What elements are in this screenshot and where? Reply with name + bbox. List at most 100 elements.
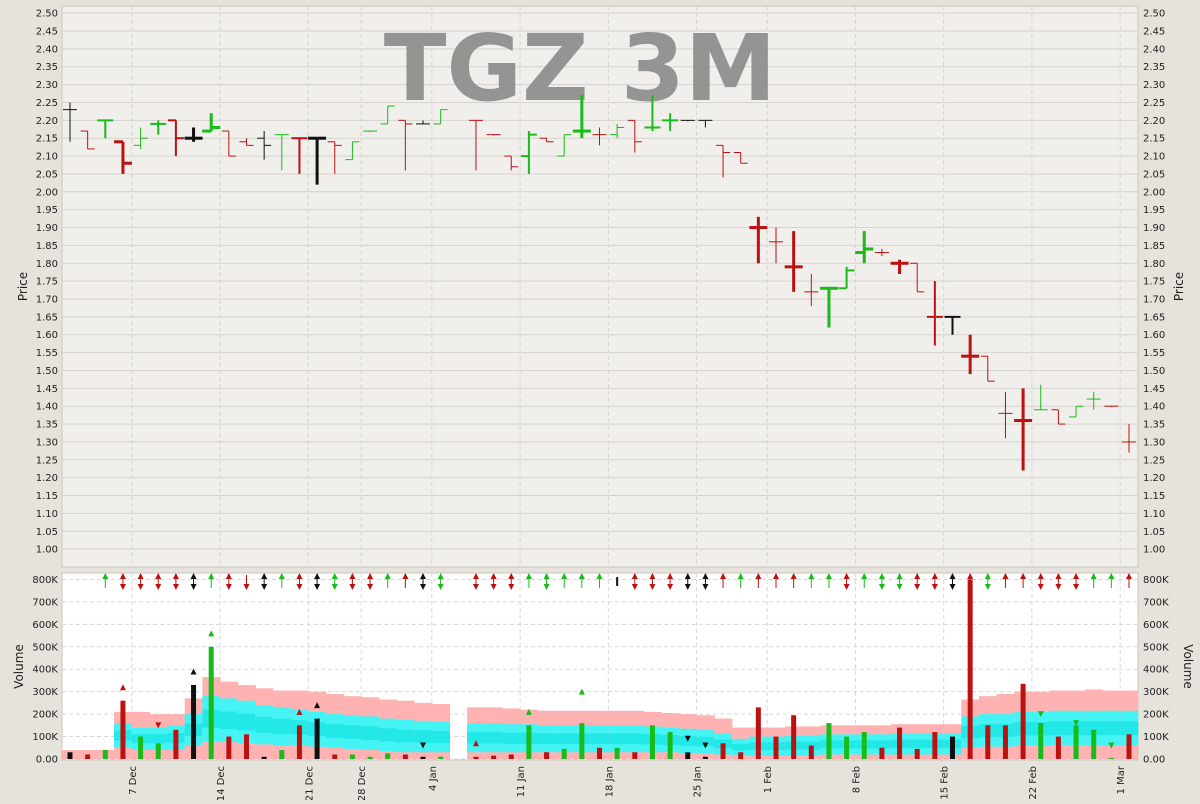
price-tick-left: 2.00 (36, 187, 58, 198)
price-tick-left: 2.30 (36, 80, 58, 91)
signal-down-arrow (261, 584, 268, 590)
volume-bar (473, 756, 479, 759)
price-tick-right: 1.70 (1143, 295, 1165, 306)
signal-up-arrow (1037, 573, 1044, 579)
price-axis-title-right: Price (1172, 272, 1186, 301)
signal-up-arrow (931, 573, 938, 579)
price-tick-left: 1.55 (36, 348, 58, 359)
volume-down-marker (702, 742, 709, 749)
volume-tick-left: 100K (32, 732, 58, 743)
volume-band-core (237, 713, 256, 731)
price-axis: 1.00 1.00 1.05 1.05 1.10 1.10 1.15 1.15 1.20 1.20… (36, 9, 1166, 556)
volume-bar (791, 715, 797, 759)
signal-up-arrow (420, 573, 426, 579)
signal-down-arrow (649, 584, 656, 590)
price-tick-left: 1.70 (36, 295, 58, 306)
volume-band-core (555, 733, 574, 745)
volume-bar (755, 707, 761, 759)
signal-down-arrow (508, 584, 515, 590)
volume-up-marker (119, 684, 126, 691)
date-tick-label: 7 Dec (128, 766, 139, 795)
date-tick-label: 1 Feb (763, 766, 774, 793)
volume-bar (897, 727, 903, 759)
date-tick-label: 11 Jan (516, 766, 527, 797)
volume-up-marker (314, 702, 321, 709)
volume-up-marker (190, 668, 197, 675)
signal-down-arrow (878, 584, 885, 590)
signal-up-arrow (1055, 573, 1062, 579)
volume-tick-right: 200K (1143, 710, 1169, 721)
volume-bar (102, 750, 108, 759)
volume-band-core (361, 726, 380, 740)
volume-up-marker (578, 688, 585, 695)
volume-band-core (396, 729, 415, 743)
volume-tick-right: 0.00 (1143, 755, 1165, 766)
signal-up-arrow (878, 573, 885, 579)
volume-bar (279, 750, 285, 759)
volume-band-core (149, 734, 168, 744)
volume-band-core (908, 739, 927, 749)
price-tick-right: 1.55 (1143, 348, 1165, 359)
price-tick-right: 2.30 (1143, 80, 1165, 91)
price-tick-right: 2.20 (1143, 116, 1165, 127)
date-tick-label: 25 Jan (693, 766, 704, 797)
price-tick-right: 1.00 (1143, 545, 1165, 556)
volume-band-core (608, 733, 627, 745)
signal-down-arrow (631, 584, 638, 590)
volume-bar (173, 729, 179, 759)
price-tick-left: 1.20 (36, 473, 58, 484)
volume-bar (120, 700, 126, 759)
price-tick-left: 1.05 (36, 527, 58, 538)
volume-bar (950, 736, 955, 759)
signal-down-arrow (155, 584, 162, 590)
signal-up-arrow (702, 573, 709, 579)
volume-band-core (502, 732, 521, 744)
price-tick-right: 1.50 (1143, 366, 1165, 377)
price-tick-left: 2.20 (36, 116, 58, 127)
signal-up-arrow (1020, 573, 1027, 579)
volume-bar (773, 736, 779, 759)
volume-tick-right: 400K (1143, 665, 1169, 676)
volume-tick-left: 400K (32, 665, 58, 676)
signal-up-arrow (208, 573, 215, 579)
signal-down-arrow (314, 584, 321, 590)
signal-up-arrow (755, 573, 762, 579)
signal-down-arrow (331, 584, 338, 590)
volume-down-marker (1073, 720, 1080, 727)
signal-up-arrow (349, 573, 356, 579)
signal-up-arrow (561, 573, 568, 579)
volume-bar (1091, 729, 1097, 759)
signal-up-arrow (261, 573, 268, 579)
volume-up-marker (525, 708, 532, 715)
volume-bar (208, 646, 214, 759)
volume-down-marker (1108, 742, 1115, 749)
signal-up-arrow (525, 573, 532, 579)
volume-bar (561, 748, 567, 759)
signal-up-arrow (543, 573, 550, 579)
price-tick-right: 2.40 (1143, 44, 1165, 55)
date-tick-label: 18 Jan (604, 766, 615, 797)
volume-axis-title-right: Volume (1181, 644, 1195, 689)
volume-tick-left: 600K (32, 620, 58, 631)
price-tick-left: 2.45 (36, 27, 58, 38)
price-tick-right: 2.50 (1143, 9, 1165, 20)
price-tick-left: 1.30 (36, 437, 58, 448)
signal-down-arrow (172, 584, 179, 590)
volume-band-core (731, 743, 751, 751)
volume-bar (932, 732, 938, 759)
signal-up-arrow (296, 573, 303, 579)
signal-up-arrow (1073, 573, 1080, 579)
volume-bar (402, 754, 408, 759)
price-tick-right: 1.80 (1143, 259, 1165, 270)
price-tick-left: 2.40 (36, 44, 58, 55)
signal-down-arrow (119, 584, 126, 590)
signal-markers (102, 573, 1132, 590)
volume-bar (296, 725, 302, 759)
volume-down-marker (684, 735, 691, 742)
signal-up-arrow (578, 573, 585, 579)
price-tick-left: 2.35 (36, 62, 58, 73)
signal-up-arrow (667, 573, 674, 579)
price-tick-left: 1.25 (36, 455, 58, 466)
signal-down-arrow (984, 584, 991, 590)
price-tick-right: 1.85 (1143, 241, 1165, 252)
